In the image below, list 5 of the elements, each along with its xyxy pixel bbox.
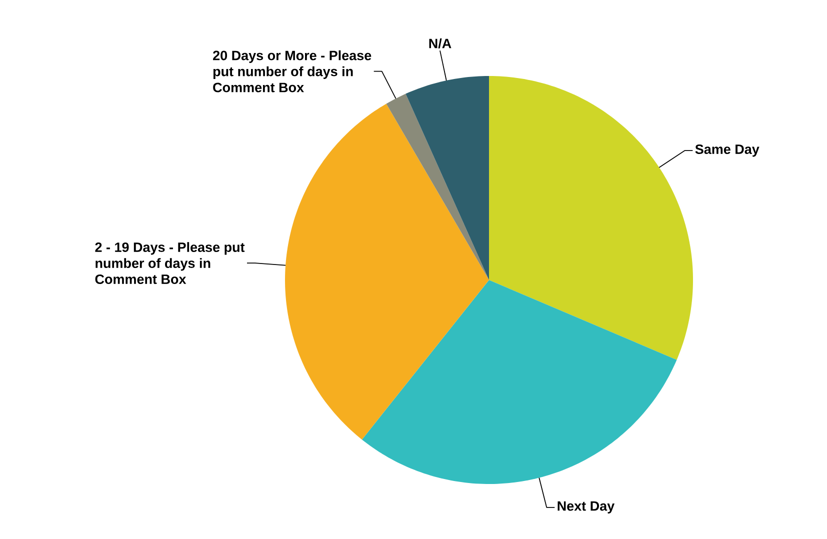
slice-label: N/A (429, 38, 452, 48)
slice-label: Next Day (558, 501, 615, 514)
slice-label: 2 - 19 Days - Please put number of days in Comment Box (95, 242, 245, 284)
slice-label: Same Day (695, 144, 760, 157)
slice-label: 20 Days or More - Please put number of days in Comment Box (213, 50, 372, 92)
